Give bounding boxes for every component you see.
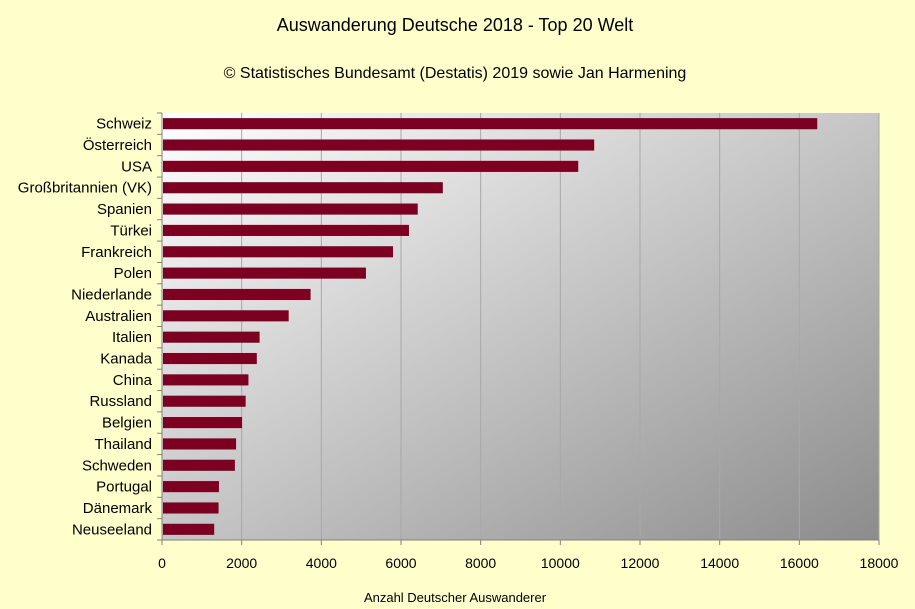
x-tick-label: 16000: [780, 555, 819, 571]
bar: [163, 438, 237, 450]
bar: [163, 523, 215, 535]
category-label: Portugal: [96, 479, 152, 496]
x-tick-label: 4000: [306, 555, 337, 571]
bar: [163, 374, 249, 386]
category-label: Schweiz: [96, 116, 152, 133]
bar: [163, 118, 818, 130]
category-label: Dänemark: [83, 500, 153, 517]
category-label: Belgien: [102, 415, 152, 432]
bar: [163, 417, 243, 429]
category-label: Thailand: [94, 436, 152, 453]
bar: [163, 139, 595, 151]
bar: [163, 481, 219, 493]
x-tick-label: 2000: [226, 555, 257, 571]
bar: [163, 395, 246, 407]
chart-title: Auswanderung Deutsche 2018 - Top 20 Welt: [277, 15, 634, 35]
x-tick-label: 14000: [700, 555, 739, 571]
bar: [163, 502, 219, 514]
category-label: Frankreich: [81, 244, 152, 261]
x-tick-label: 18000: [860, 555, 899, 571]
category-label: Österreich: [83, 136, 152, 154]
category-label: Schweden: [82, 457, 152, 474]
category-label: China: [113, 372, 153, 389]
category-labels: Schweiz Österreich USA Großbritannien (VK) S…: [18, 116, 153, 539]
category-label: Italien: [112, 329, 152, 346]
x-tick-labels: 0 2000 4000 6000 8000 10000 12000 14000 16000 180…: [158, 555, 899, 571]
bar: [163, 352, 257, 365]
category-label: Niederlande: [71, 286, 152, 303]
x-tick-label: 10000: [541, 555, 580, 571]
category-label: Großbritannien (VK): [18, 180, 152, 197]
bar: [163, 459, 235, 471]
chart-subtitle: © Statistisches Bundesamt (Destatis) 201…: [224, 65, 687, 82]
x-tick-label: 8000: [465, 555, 496, 571]
axes: [157, 112, 880, 545]
category-label: Kanada: [100, 351, 152, 368]
category-label: Türkei: [110, 222, 152, 239]
category-label: Spanien: [97, 201, 152, 218]
x-tick-label: 12000: [621, 555, 660, 571]
bar: [163, 288, 311, 301]
bar: [163, 182, 443, 194]
x-axis-label: Anzahl Deutscher Auswanderer: [364, 590, 547, 605]
bar: [163, 310, 289, 322]
bar: [163, 331, 260, 343]
bar: [163, 224, 409, 236]
category-label: Polen: [114, 265, 152, 282]
bars: [163, 118, 818, 535]
x-tick-label: 6000: [385, 555, 416, 571]
category-label: Australien: [85, 308, 152, 325]
x-tick-label: 0: [158, 555, 166, 571]
bar: [163, 267, 366, 279]
plot-area: [162, 113, 879, 540]
bar: [163, 203, 418, 215]
category-label: USA: [121, 158, 152, 175]
category-label: Neuseeland: [72, 521, 152, 538]
bar: [163, 246, 394, 258]
category-label: Russland: [89, 393, 152, 410]
bar: [163, 160, 579, 172]
